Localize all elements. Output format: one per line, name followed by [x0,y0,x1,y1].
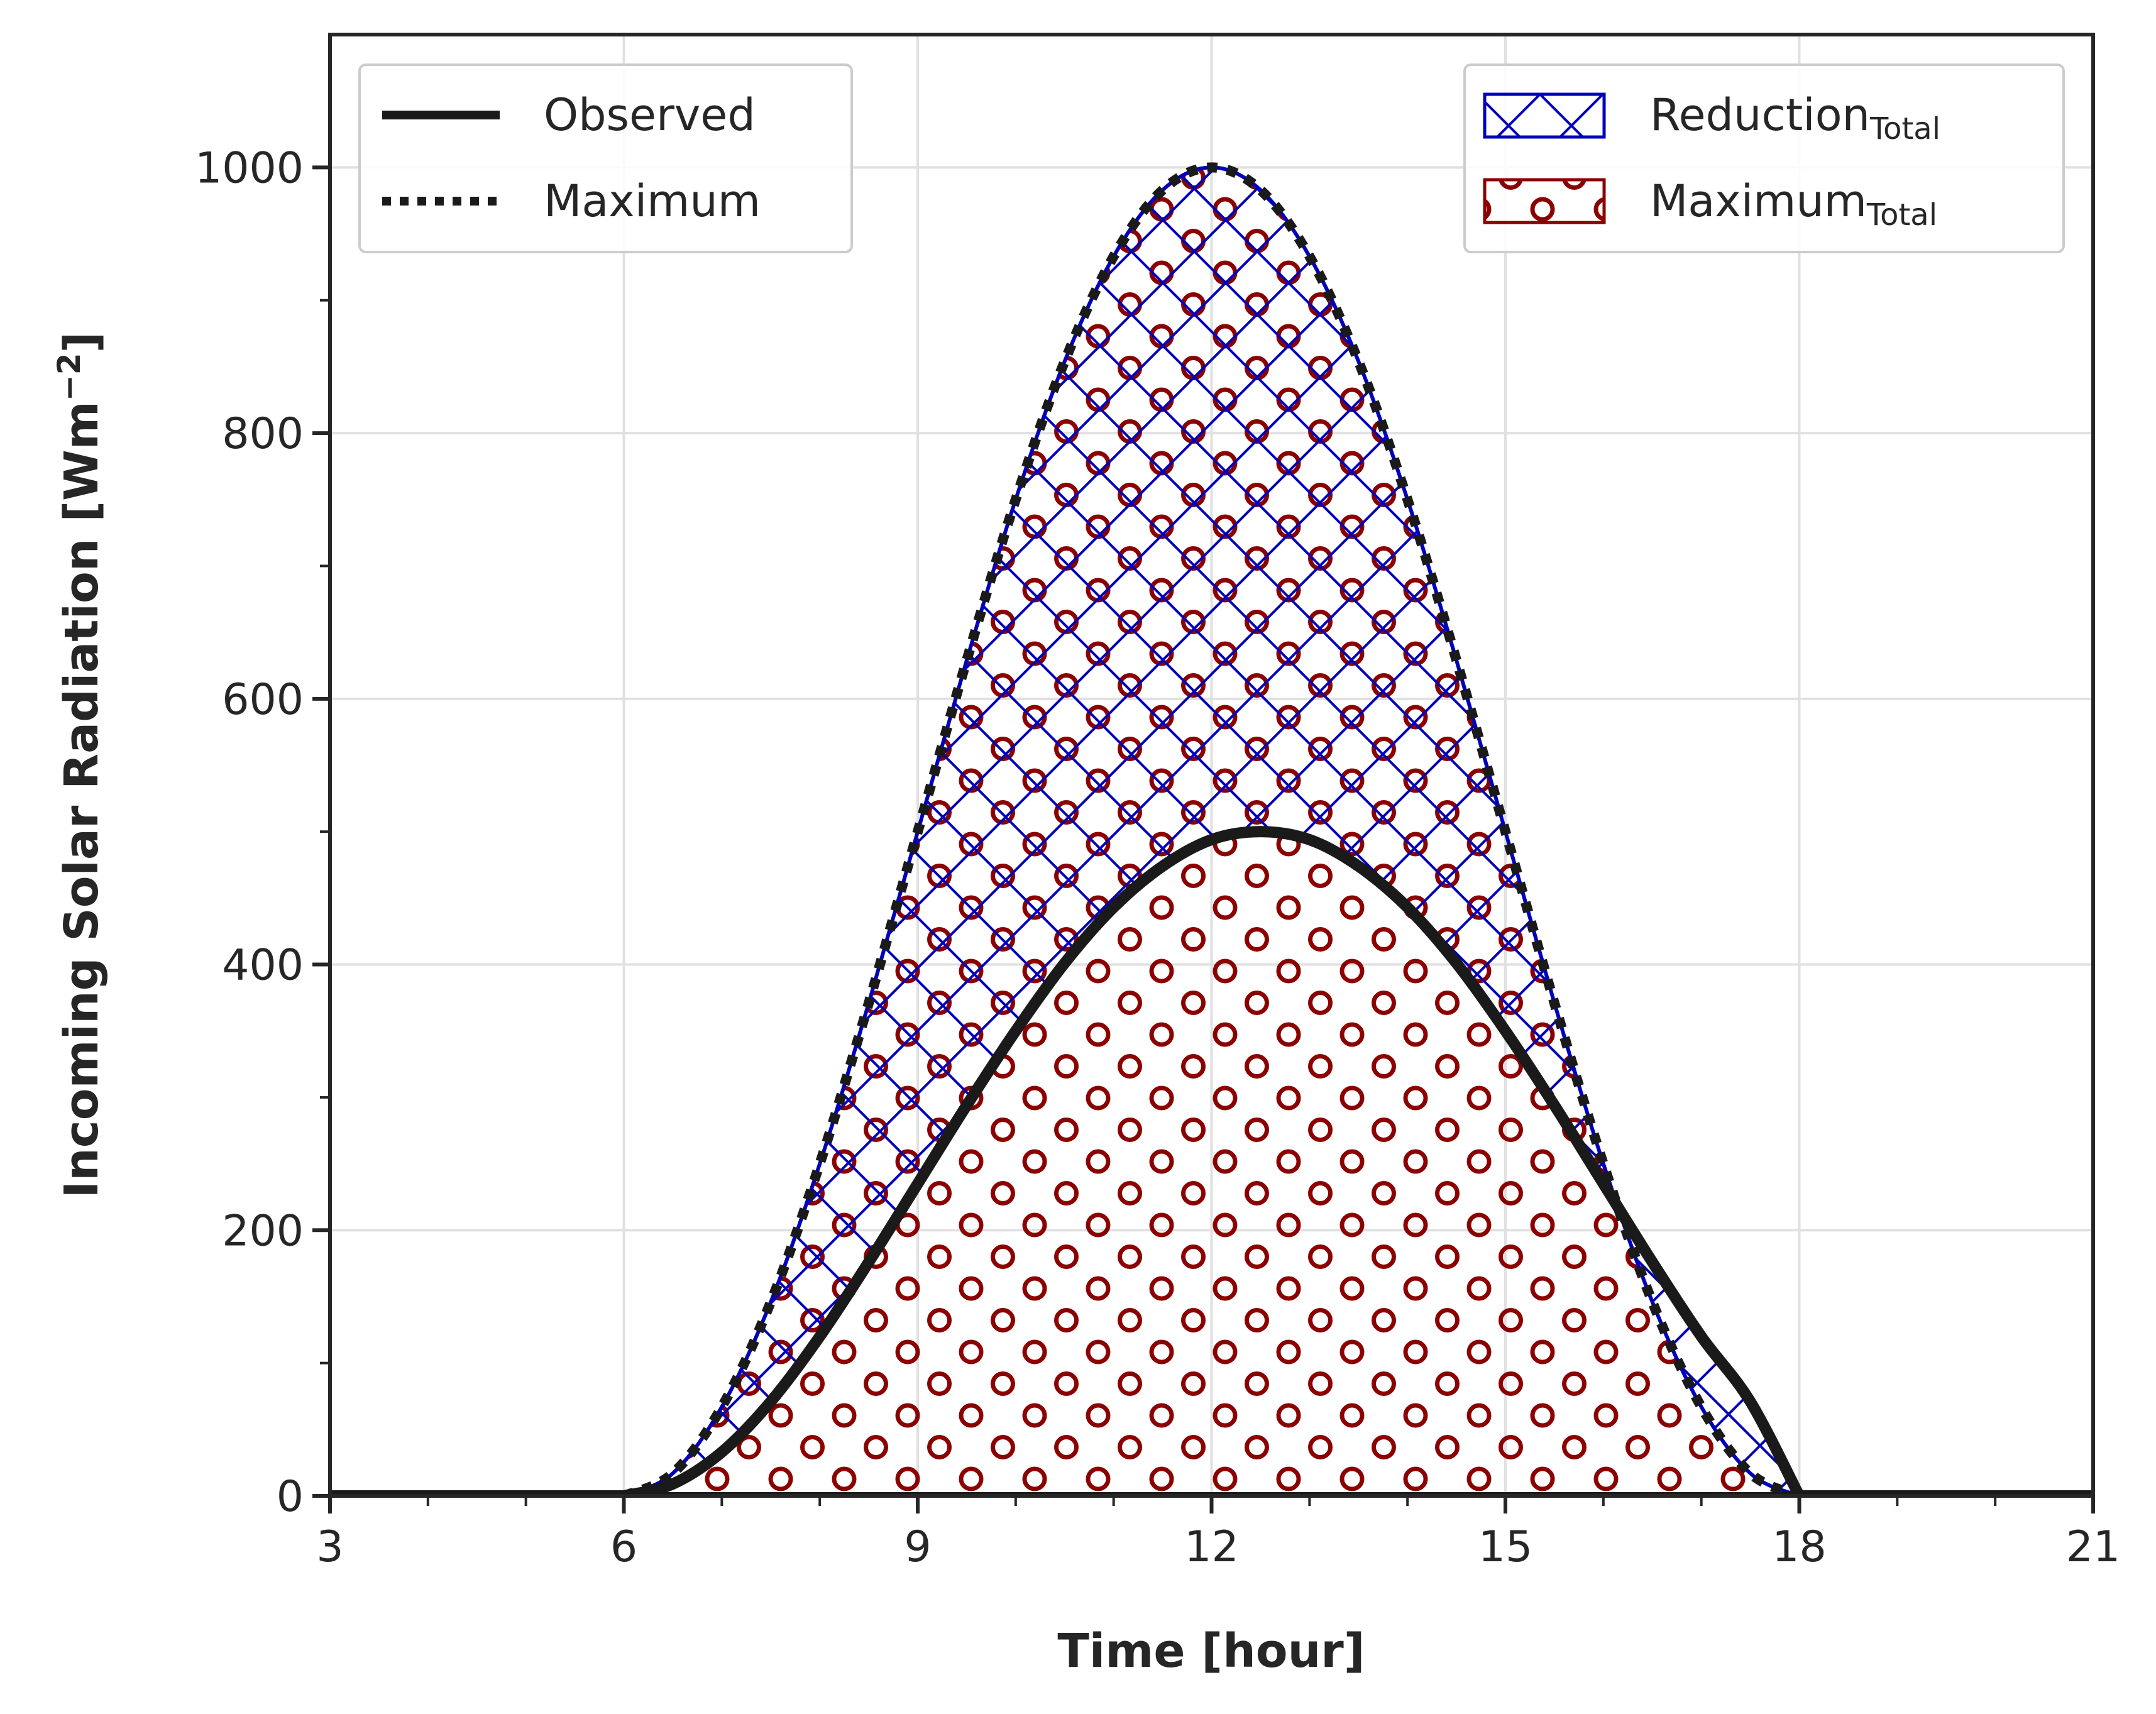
legend-reduction-swatch [1483,92,1606,139]
y-axis-label: Incoming Solar Radiation [Wm−2] [51,332,109,1199]
legend-maximum-total-swatch [1483,178,1606,224]
legend-maximum-label: Maximum [544,175,761,227]
y-axis: 0 200 400 600 800 1000 [195,143,330,1522]
legend-fills: ReductionTotal MaximumTotal [1463,63,2065,253]
legend-maximum-total-label: MaximumTotal [1650,175,1937,233]
x-tick-label: 3 [316,1522,343,1572]
x-axis: 3 6 9 12 15 18 21 [316,1496,2120,1572]
maximum-dotted-line [622,162,1801,1496]
y-tick-label: 400 [222,941,304,991]
y-tick-label: 600 [222,675,304,725]
legend-reduction-label: ReductionTotal [1650,89,1940,146]
y-tick-label: 0 [277,1472,304,1522]
x-tick-label: 15 [1478,1522,1533,1572]
x-tick-label: 18 [1772,1522,1827,1572]
x-axis-label: Time [hour] [1057,1624,1365,1678]
x-tick-label: 6 [610,1522,637,1572]
x-tick-label: 9 [904,1522,931,1572]
legend-observed-label: Observed [544,89,756,141]
legend-lines: Observed Maximum [358,63,853,253]
y-tick-label: 200 [222,1206,304,1256]
y-axis-label-superscript: −2 [51,353,87,401]
y-tick-label: 800 [222,409,304,459]
y-tick-label: 1000 [195,143,304,193]
legend-fills-box [1463,63,2065,253]
x-tick-label: 12 [1184,1522,1239,1572]
x-tick-label: 21 [2066,1522,2121,1572]
